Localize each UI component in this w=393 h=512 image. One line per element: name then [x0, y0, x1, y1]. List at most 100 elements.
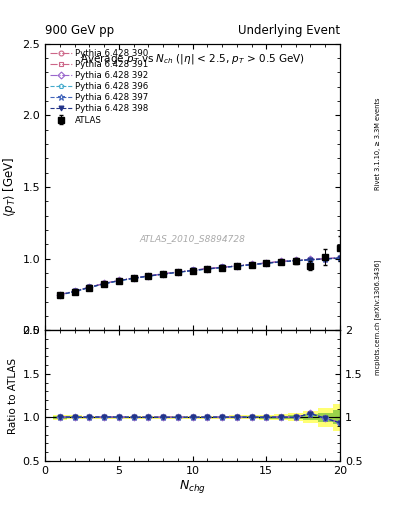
Text: Average $p_T$ vs $N_{ch}$ ($|\eta|$ < 2.5, $p_T$ > 0.5 GeV): Average $p_T$ vs $N_{ch}$ ($|\eta|$ < 2.…: [80, 52, 305, 66]
Pythia 6.428 397: [161, 271, 165, 277]
Pythia 6.428 396: [131, 275, 136, 282]
Pythia 6.428 391: [338, 255, 342, 261]
Pythia 6.428 390: [116, 278, 121, 284]
Pythia 6.428 390: [58, 292, 62, 298]
Pythia 6.428 392: [72, 288, 77, 294]
Y-axis label: Ratio to ATLAS: Ratio to ATLAS: [8, 357, 18, 434]
Pythia 6.428 397: [308, 257, 313, 263]
Pythia 6.428 396: [205, 266, 210, 272]
Pythia 6.428 391: [161, 271, 165, 277]
Pythia 6.428 390: [102, 281, 107, 287]
Pythia 6.428 398: [205, 266, 210, 272]
Pythia 6.428 391: [146, 273, 151, 279]
Pythia 6.428 390: [234, 263, 239, 269]
Pythia 6.428 398: [234, 263, 239, 269]
Line: Pythia 6.428 398: Pythia 6.428 398: [57, 255, 342, 297]
Pythia 6.428 397: [102, 281, 107, 287]
Pythia 6.428 397: [293, 258, 298, 264]
Pythia 6.428 398: [249, 262, 254, 268]
Pythia 6.428 391: [131, 275, 136, 281]
Pythia 6.428 398: [264, 260, 269, 266]
Pythia 6.428 392: [338, 254, 342, 261]
Pythia 6.428 390: [308, 257, 313, 263]
Line: Pythia 6.428 391: Pythia 6.428 391: [57, 255, 342, 297]
Pythia 6.428 390: [190, 267, 195, 273]
Pythia 6.428 398: [338, 255, 342, 261]
Pythia 6.428 398: [308, 257, 313, 263]
Pythia 6.428 396: [176, 269, 180, 275]
Pythia 6.428 398: [102, 281, 107, 287]
Pythia 6.428 396: [220, 265, 224, 271]
Pythia 6.428 392: [161, 271, 165, 277]
Pythia 6.428 396: [264, 260, 269, 266]
Pythia 6.428 392: [102, 280, 107, 286]
Pythia 6.428 397: [131, 275, 136, 282]
Pythia 6.428 398: [131, 275, 136, 281]
Pythia 6.428 396: [308, 257, 313, 263]
Pythia 6.428 392: [308, 257, 313, 263]
Pythia 6.428 390: [72, 288, 77, 294]
Pythia 6.428 392: [279, 259, 283, 265]
Pythia 6.428 390: [161, 271, 165, 277]
Pythia 6.428 398: [279, 259, 283, 265]
Line: Pythia 6.428 392: Pythia 6.428 392: [57, 255, 342, 297]
Pythia 6.428 390: [176, 269, 180, 275]
Pythia 6.428 392: [323, 255, 328, 262]
Pythia 6.428 397: [264, 260, 269, 266]
Text: 900 GeV pp: 900 GeV pp: [45, 24, 114, 37]
Pythia 6.428 396: [293, 258, 298, 264]
Pythia 6.428 391: [190, 267, 195, 273]
Pythia 6.428 392: [249, 261, 254, 267]
Pythia 6.428 392: [58, 291, 62, 297]
Pythia 6.428 397: [190, 267, 195, 273]
Pythia 6.428 392: [176, 269, 180, 275]
Pythia 6.428 397: [176, 269, 180, 275]
Pythia 6.428 396: [87, 285, 92, 291]
Pythia 6.428 392: [87, 284, 92, 290]
Pythia 6.428 391: [293, 258, 298, 264]
Pythia 6.428 390: [323, 256, 328, 262]
Pythia 6.428 397: [249, 262, 254, 268]
Pythia 6.428 391: [176, 269, 180, 275]
Pythia 6.428 391: [249, 261, 254, 267]
Pythia 6.428 398: [323, 256, 328, 262]
Pythia 6.428 390: [293, 258, 298, 264]
Legend: Pythia 6.428 390, Pythia 6.428 391, Pythia 6.428 392, Pythia 6.428 396, Pythia 6: Pythia 6.428 390, Pythia 6.428 391, Pyth…: [49, 47, 150, 126]
Pythia 6.428 391: [72, 288, 77, 294]
Pythia 6.428 392: [293, 257, 298, 263]
Text: Underlying Event: Underlying Event: [238, 24, 340, 37]
Pythia 6.428 392: [220, 264, 224, 270]
Pythia 6.428 397: [116, 278, 121, 284]
Line: Pythia 6.428 390: Pythia 6.428 390: [57, 255, 342, 297]
Pythia 6.428 391: [87, 284, 92, 290]
Pythia 6.428 390: [279, 259, 283, 265]
Pythia 6.428 392: [190, 267, 195, 273]
Pythia 6.428 396: [234, 263, 239, 269]
Pythia 6.428 397: [279, 259, 283, 265]
Pythia 6.428 392: [116, 278, 121, 284]
Pythia 6.428 396: [279, 259, 283, 265]
Pythia 6.428 392: [205, 266, 210, 272]
Pythia 6.428 396: [323, 256, 328, 262]
Pythia 6.428 398: [176, 269, 180, 275]
Pythia 6.428 390: [87, 284, 92, 290]
Pythia 6.428 397: [205, 266, 210, 272]
Pythia 6.428 396: [116, 278, 121, 284]
Pythia 6.428 398: [58, 292, 62, 298]
Pythia 6.428 390: [220, 264, 224, 270]
Pythia 6.428 391: [279, 259, 283, 265]
Pythia 6.428 391: [58, 292, 62, 298]
Pythia 6.428 392: [264, 260, 269, 266]
Pythia 6.428 392: [146, 273, 151, 279]
Pythia 6.428 397: [323, 256, 328, 262]
Pythia 6.428 392: [234, 263, 239, 269]
Pythia 6.428 391: [234, 263, 239, 269]
Pythia 6.428 391: [205, 266, 210, 272]
Pythia 6.428 396: [161, 271, 165, 278]
Pythia 6.428 397: [338, 255, 342, 261]
Pythia 6.428 391: [102, 281, 107, 287]
Pythia 6.428 398: [190, 267, 195, 273]
Pythia 6.428 397: [146, 273, 151, 279]
Pythia 6.428 396: [190, 268, 195, 274]
Text: ATLAS_2010_S8894728: ATLAS_2010_S8894728: [140, 234, 246, 243]
